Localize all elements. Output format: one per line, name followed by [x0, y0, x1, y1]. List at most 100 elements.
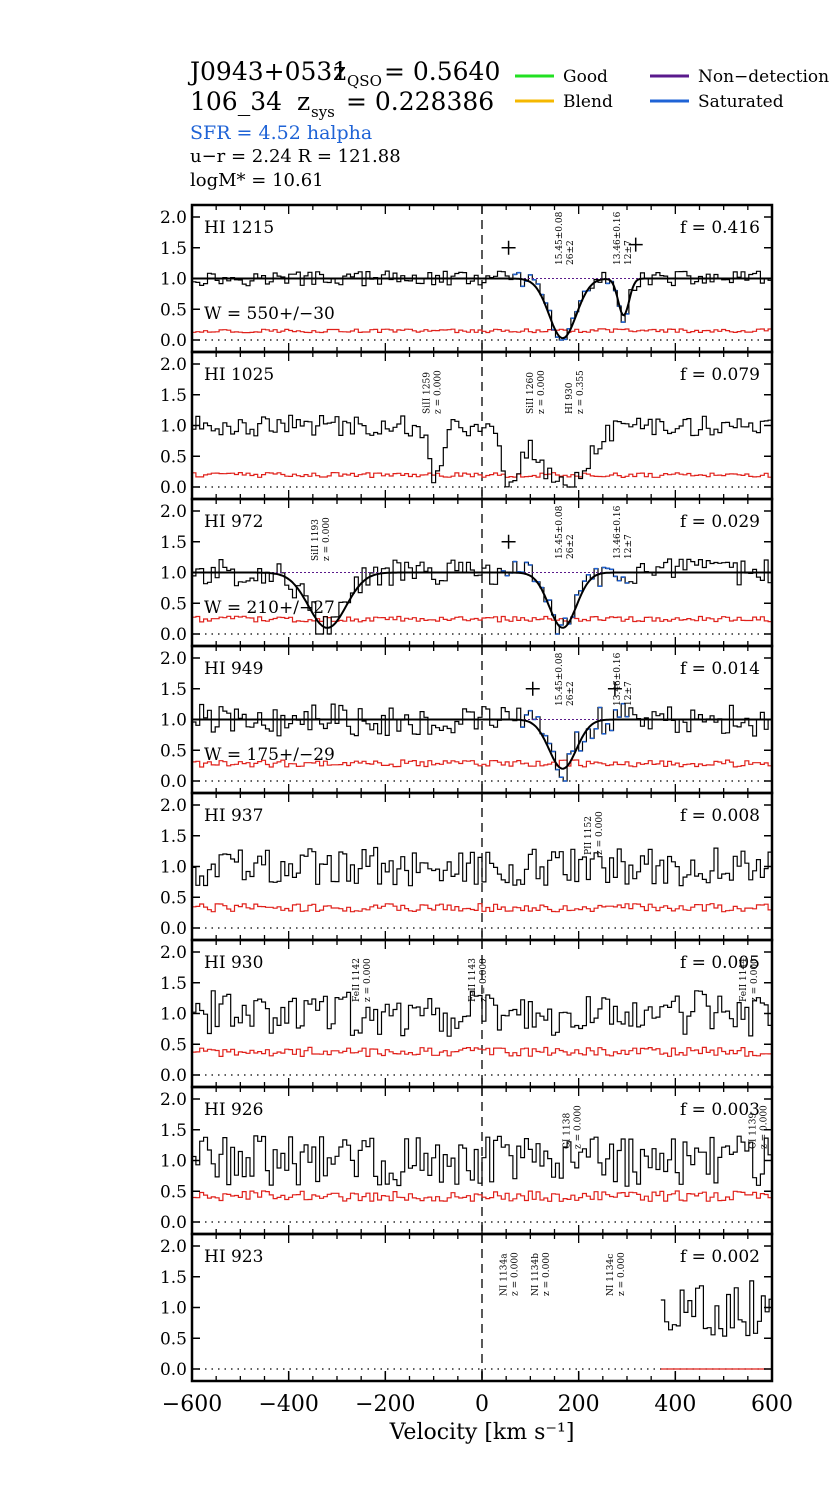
- contaminant-redshift-label: z = 0.000: [537, 370, 547, 414]
- y-tick-label: 0.5: [160, 1035, 187, 1055]
- equivalent-width-label: W = 550+/−30: [204, 304, 335, 324]
- y-tick-label: 0.0: [160, 331, 187, 351]
- contaminant-redshift-label: z = 0.000: [750, 958, 760, 1002]
- y-tick-label: 0.0: [160, 1066, 187, 1086]
- contaminant-redshift-label: z = 0.000: [760, 1105, 770, 1149]
- error-spectrum: [192, 903, 772, 913]
- equivalent-width-label: W = 210+/−27: [204, 598, 335, 618]
- y-tick-label: 1.5: [160, 974, 187, 994]
- y-tick-label: 1.0: [160, 564, 187, 584]
- legend-good-label: Good: [563, 67, 608, 87]
- voigt-fit-curve: [192, 277, 772, 340]
- contaminant-redshift-label: z = 0.000: [573, 1105, 583, 1149]
- component-b-value-label: 26±2: [566, 681, 576, 706]
- y-tick-label: 1.0: [160, 270, 187, 290]
- contaminant-line-label: NI 1134a: [500, 1253, 510, 1296]
- x-axis: −600 −400 −200 0 200 400 600: [162, 1371, 793, 1417]
- component-b-value-label: 12±7: [624, 240, 634, 265]
- contaminant-line-label: NI 1134b: [531, 1253, 541, 1296]
- z-sys-subscript: sys: [311, 103, 335, 121]
- component-column-density-label: 15.45±0.08: [555, 211, 565, 265]
- contaminant-line-label: FeII 1144: [739, 958, 749, 1002]
- y-tick-label: 1.5: [160, 1268, 187, 1288]
- component-marker: [501, 534, 516, 549]
- contaminant-redshift-label: z = 0.000: [363, 958, 373, 1002]
- oscillator-strength-label: f = 0.079: [680, 365, 760, 385]
- z-sys-value: = 0.228386: [346, 87, 494, 116]
- contaminant-redshift-label: z = 0.000: [479, 958, 489, 1002]
- x-axis-tick-label: −200: [355, 1392, 415, 1417]
- contaminant-line-label: FeII 1143: [468, 958, 478, 1002]
- y-tick-label: 1.0: [160, 858, 187, 878]
- panel-hi-1025: 0.0 0.5 1.0 1.5 2.0 HI 1025 f = 0.079 SiII 1259…: [160, 350, 774, 501]
- x-axis-tick-label: 400: [654, 1392, 696, 1417]
- flux-spectrum: [192, 270, 772, 341]
- y-tick-label: 0.0: [160, 625, 187, 645]
- oscillator-strength-label: f = 0.005: [680, 953, 760, 973]
- contaminant-redshift-label: z = 0.355: [576, 370, 586, 414]
- flux-spectrum: [192, 990, 772, 1037]
- y-tick-label: 0.5: [160, 1329, 187, 1349]
- y-tick-label: 1.0: [160, 1299, 187, 1319]
- component-marker: [628, 237, 643, 252]
- contaminant-redshift-label: z = 0.000: [595, 811, 605, 855]
- error-spectrum: [192, 759, 772, 768]
- panel-hi-1215: 0.0 0.5 1.0 1.5 2.0 HI 1215 f = 0.416 W = 550+/…: [160, 203, 774, 354]
- component-marker: [607, 681, 622, 696]
- y-tick-label: 1.5: [160, 239, 187, 259]
- flux-spectrum: [192, 1135, 772, 1187]
- transition-label: HI 923: [204, 1247, 263, 1267]
- y-tick-label: 2.0: [160, 208, 187, 228]
- contaminant-redshift-label: z = 0.000: [433, 370, 443, 414]
- x-axis-tick-label: 0: [475, 1392, 489, 1417]
- legend-saturated-label: Saturated: [698, 92, 784, 112]
- y-tick-label: 2.0: [160, 649, 187, 669]
- component-column-density-label: 15.45±0.08: [555, 505, 565, 559]
- contaminant-line-label: FeII 1142: [352, 958, 362, 1002]
- y-tick-label: 1.5: [160, 827, 187, 847]
- saturated-flux: [520, 702, 629, 782]
- component-b-value-label: 26±2: [566, 534, 576, 559]
- legend-nondetection-label: Non−detection: [698, 67, 829, 87]
- y-tick-label: 1.5: [160, 533, 187, 553]
- ur-text: u−r = 2.24 R = 121.88: [190, 146, 401, 167]
- oscillator-strength-label: f = 0.002: [680, 1247, 760, 1267]
- z-sys-symbol: z: [297, 87, 310, 116]
- y-tick-label: 0.0: [160, 919, 187, 939]
- panel-hi-972: 0.0 0.5 1.0 1.5 2.0 HI 972 f = 0.029 W = 210+/−…: [160, 497, 774, 648]
- y-tick-label: 0.5: [160, 300, 187, 320]
- contaminant-line-label: CI 1139: [749, 1113, 759, 1149]
- voigt-fit-curve: [192, 718, 772, 770]
- y-tick-label: 1.0: [160, 1152, 187, 1172]
- transition-label: HI 926: [204, 1100, 263, 1120]
- y-tick-label: 0.0: [160, 772, 187, 792]
- component-column-density-label: 13.46±0.16: [613, 505, 623, 559]
- component-b-value-label: 26±2: [566, 240, 576, 265]
- oscillator-strength-label: f = 0.416: [680, 218, 760, 238]
- y-tick-label: 0.0: [160, 1213, 187, 1233]
- component-b-value-label: 12±7: [624, 534, 634, 559]
- x-axis-tick-label: 200: [558, 1392, 600, 1417]
- contaminant-redshift-label: z = 0.000: [322, 517, 332, 561]
- component-marker: [525, 681, 540, 696]
- oscillator-strength-label: f = 0.003: [680, 1100, 760, 1120]
- error-spectrum: [192, 1190, 772, 1202]
- component-column-density-label: 13.46±0.16: [613, 652, 623, 706]
- y-tick-label: 2.0: [160, 1237, 187, 1257]
- y-tick-label: 1.5: [160, 1121, 187, 1141]
- y-tick-label: 2.0: [160, 943, 187, 963]
- panel-stack: 0.0 0.5 1.0 1.5 2.0 HI 1215 f = 0.416 W = 550+/…: [160, 203, 774, 1383]
- x-axis-tick-label: 600: [751, 1392, 793, 1417]
- legend-blend-label: Blend: [563, 92, 613, 112]
- oscillator-strength-label: f = 0.014: [680, 659, 760, 679]
- y-tick-label: 0.5: [160, 447, 187, 467]
- z-qso-symbol: z: [333, 57, 346, 86]
- error-spectrum: [192, 328, 772, 334]
- contaminant-line-label: SiII 1259: [422, 372, 432, 414]
- transition-label: HI 949: [204, 659, 263, 679]
- transition-label: HI 1215: [204, 218, 274, 238]
- oscillator-strength-label: f = 0.008: [680, 806, 760, 826]
